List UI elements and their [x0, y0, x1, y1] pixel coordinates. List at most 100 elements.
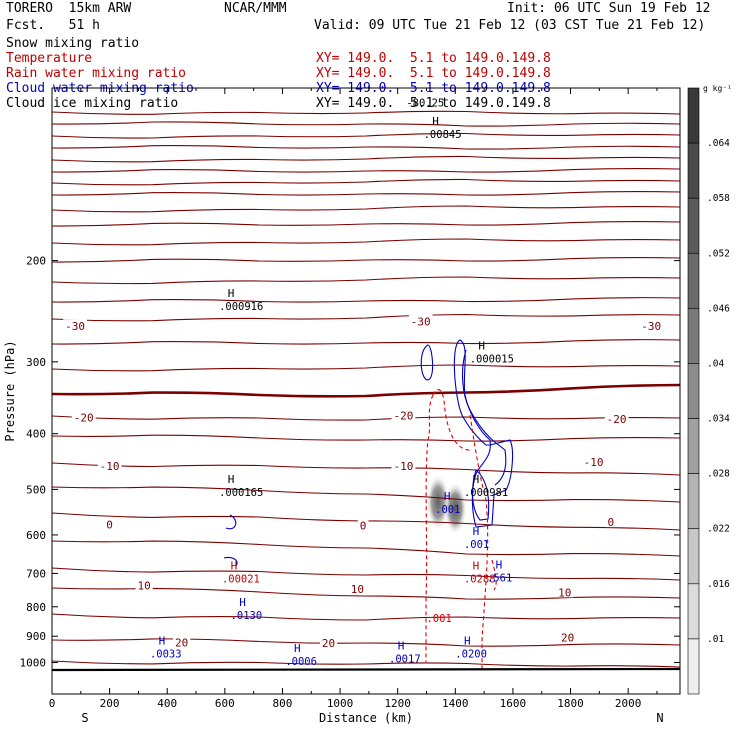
max-value: .0006	[285, 656, 317, 668]
y-tick-label: 1000	[20, 657, 47, 670]
colorbar-segment	[687, 418, 700, 474]
max-value: .000916	[219, 301, 263, 313]
rain-contour	[491, 559, 497, 591]
x-tick-label: 1800	[557, 697, 584, 710]
field-temperature: Temperature	[6, 51, 93, 66]
x-tick-label: 200	[100, 697, 120, 710]
xy-cloud-ice: XY= 149.0. 5.1 to 149.0.149.8	[316, 96, 551, 111]
y-tick-label: 600	[26, 529, 46, 542]
max-marker: H	[294, 642, 301, 655]
isotherm-label-bg	[556, 585, 574, 598]
max-value: .001	[464, 539, 489, 551]
max-value: .00845	[424, 129, 462, 141]
x-axis-label: Distance (km)	[319, 711, 413, 725]
y-axis-label: Pressure (hPa)	[3, 340, 17, 441]
max-marker: H	[239, 596, 246, 609]
cloud-water-contour	[225, 514, 237, 530]
isotherm-label-bg	[71, 410, 96, 423]
isotherm-line	[51, 121, 681, 127]
isotherm-label: 10	[138, 580, 151, 593]
x-tick-label: 1400	[442, 697, 469, 710]
cloud-water-contour	[420, 344, 434, 381]
max-marker: H	[228, 473, 235, 486]
max-marker: H	[473, 473, 480, 486]
isotherm-line	[51, 297, 681, 303]
isotherm-label-bg	[408, 314, 433, 327]
isotherm-label-bg	[348, 581, 366, 594]
rain-contour	[425, 394, 434, 662]
isotherm-line	[51, 205, 681, 213]
isotherm-line	[51, 486, 681, 503]
isotherm-label-bg	[391, 458, 416, 471]
isotherm-label-bg	[605, 515, 617, 528]
isotherm-label: -20	[74, 412, 94, 425]
isotherm-label-bg	[639, 319, 664, 332]
xy-temperature: XY= 149.0. 5.1 to 149.0.149.8	[316, 51, 551, 66]
isotherm-line	[51, 178, 681, 186]
x-endpoint-north: N	[656, 711, 663, 725]
isotherm-label: 20	[322, 637, 335, 650]
isotherm-line	[51, 364, 681, 372]
x-tick-label: 800	[273, 697, 293, 710]
isotherm-0	[51, 383, 681, 398]
max-value: .0033	[150, 648, 182, 660]
colorbar-segment	[687, 142, 700, 199]
isotherm-label-bg	[104, 517, 115, 530]
max-value: .000165	[219, 487, 263, 499]
x-tick-label: 2000	[615, 697, 642, 710]
colorbar-tick-label: .064	[707, 138, 730, 149]
isotherm-line	[51, 434, 681, 442]
max-marker: H	[496, 558, 503, 571]
y-tick-label: 700	[26, 567, 46, 580]
y-tick-label: 400	[26, 428, 46, 441]
colorbar-segment	[687, 197, 700, 254]
isotherm-label-bg	[97, 458, 122, 471]
plot-frame	[51, 87, 681, 695]
colorbar-segment	[687, 528, 700, 585]
max-value: .00021	[222, 573, 260, 585]
isotherm-label-bg	[559, 630, 577, 643]
field-rain: Rain water mixing ratio	[6, 66, 187, 81]
isotherm-line	[51, 462, 681, 476]
colorbar-segment	[687, 473, 700, 530]
isotherm-line	[51, 256, 681, 263]
isotherm-line	[51, 110, 681, 115]
isotherm-label: 20	[561, 632, 574, 645]
x-tick-label: 0	[49, 697, 56, 710]
isotherm-line	[51, 238, 681, 246]
max-marker: H	[228, 287, 235, 300]
model-title: TORERO 15km ARW	[6, 1, 132, 16]
isotherm-line	[51, 313, 681, 322]
snow-shading	[443, 481, 467, 535]
max-marker: H	[478, 339, 485, 352]
max-marker: H	[432, 115, 439, 128]
isotherm-label: 0	[106, 518, 113, 531]
colorbar-segment	[687, 308, 700, 364]
isotherm-label: -30	[411, 315, 431, 328]
isotherm-line	[51, 567, 681, 581]
isotherm-line	[51, 415, 681, 421]
cloud-water-contour	[223, 556, 238, 567]
isotherm-label-bg	[173, 635, 191, 648]
max-value: .0200	[455, 648, 487, 660]
y-tick-label: 500	[26, 483, 46, 496]
top-label: -80.25	[406, 98, 444, 110]
isotherm-label-bg	[63, 319, 87, 332]
isotherm-line	[51, 613, 681, 621]
x-tick-label: 1200	[384, 697, 411, 710]
isotherm-label: -20	[394, 410, 414, 423]
colorbar-segment	[687, 252, 700, 309]
colorbar-tick-label: .01	[707, 634, 724, 645]
max-value: .000015	[470, 353, 514, 365]
isotherm-line	[51, 540, 681, 557]
max-value: .561	[487, 572, 512, 584]
isotherm-line	[51, 167, 681, 173]
max-marker: H	[464, 634, 471, 647]
isotherm-line	[51, 155, 681, 163]
max-marker: H	[159, 634, 166, 647]
x-endpoint-south: S	[81, 711, 88, 725]
isotherm-label: 0	[608, 516, 615, 529]
isotherm-label-bg	[135, 578, 153, 591]
y-tick-label: 300	[26, 356, 46, 369]
